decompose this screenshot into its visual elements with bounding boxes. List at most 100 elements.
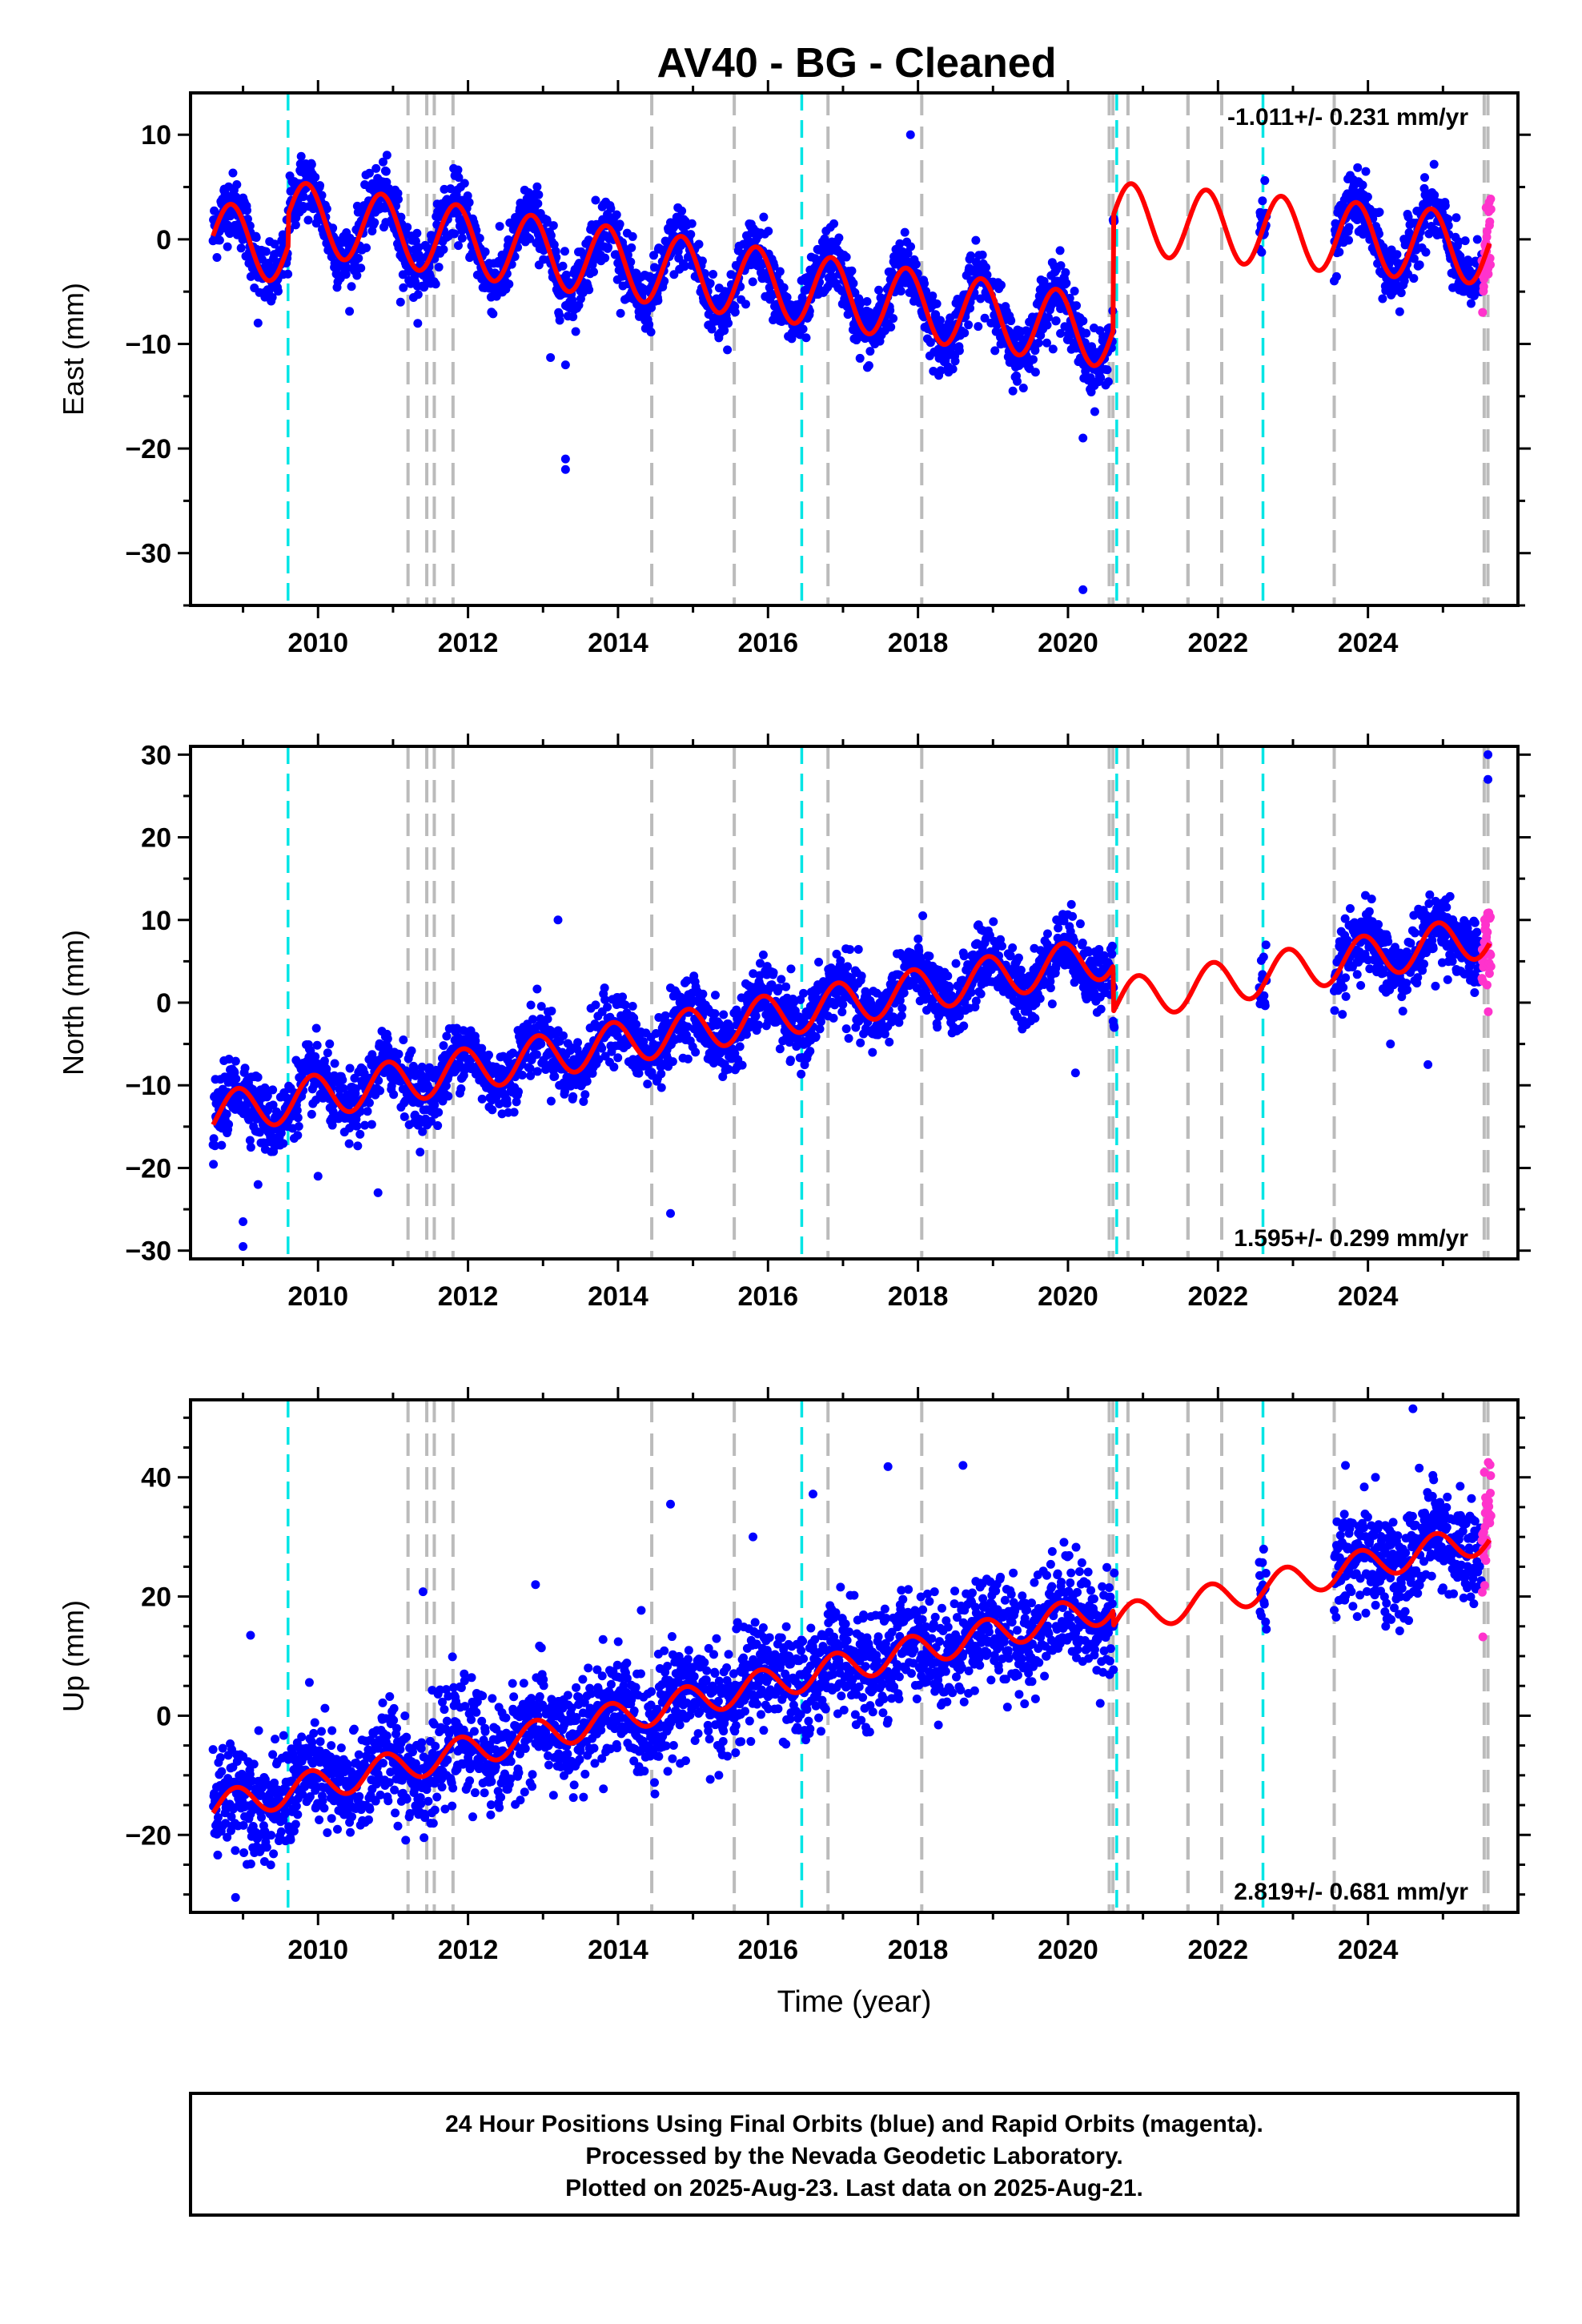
final-orbit-point — [453, 165, 463, 175]
final-orbit-point — [414, 243, 424, 252]
outlier-point — [396, 297, 405, 307]
final-orbit-point — [454, 173, 464, 183]
final-orbit-point — [270, 239, 279, 249]
final-orbit-point — [434, 263, 444, 272]
final-orbit-point — [989, 917, 998, 927]
x-tick-label: 2020 — [1038, 628, 1098, 658]
final-orbit-point — [431, 279, 440, 289]
final-orbit-point — [1344, 223, 1354, 232]
final-orbit-point — [293, 1131, 303, 1140]
final-orbit-point — [677, 206, 687, 215]
final-orbit-point — [345, 307, 355, 316]
final-orbit-point — [1030, 346, 1040, 356]
final-orbit-point — [525, 234, 535, 243]
final-orbit-point — [484, 1050, 493, 1059]
final-orbit-point — [775, 267, 785, 276]
final-orbit-point — [582, 1076, 592, 1086]
final-orbit-point — [724, 319, 733, 328]
final-orbit-point — [591, 195, 600, 205]
final-orbit-point — [353, 1141, 363, 1151]
final-orbit-point — [1258, 196, 1267, 206]
final-orbit-point — [464, 198, 474, 207]
final-orbit-point — [1042, 320, 1052, 330]
final-orbit-point — [328, 223, 338, 233]
final-orbit-point — [694, 239, 704, 249]
final-orbit-point — [811, 1032, 821, 1042]
final-orbit-point — [856, 1038, 865, 1047]
final-orbit-point — [311, 1023, 321, 1033]
final-orbit-point — [215, 235, 224, 245]
rapid-orbit-point — [1478, 308, 1488, 317]
final-orbit-point — [344, 1139, 354, 1148]
final-orbit-point — [759, 212, 769, 222]
final-orbit-point — [751, 1011, 761, 1021]
final-orbit-point — [628, 1001, 637, 1011]
final-orbit-point — [775, 1044, 785, 1054]
final-orbit-point — [777, 975, 786, 984]
final-orbit-point — [1048, 344, 1058, 354]
final-orbit-point — [416, 1148, 425, 1157]
final-orbit-point — [299, 192, 308, 202]
final-orbit-point — [413, 319, 423, 328]
final-orbit-point — [874, 285, 884, 295]
final-orbit-point — [1102, 365, 1112, 375]
final-orbit-point — [363, 1107, 372, 1116]
final-orbit-point — [231, 1056, 240, 1066]
final-orbit-point — [1472, 235, 1482, 244]
final-orbit-point — [933, 1023, 942, 1032]
final-orbit-point — [1055, 246, 1065, 255]
final-orbit-point — [382, 151, 391, 160]
final-orbit-point — [261, 247, 271, 256]
final-orbit-point — [829, 219, 839, 228]
final-orbit-point — [444, 1092, 453, 1101]
final-orbit-point — [291, 220, 300, 230]
final-orbit-point — [1335, 247, 1344, 257]
outlier-point — [560, 464, 570, 474]
final-orbit-point — [785, 1055, 795, 1065]
final-orbit-point — [560, 247, 569, 256]
data-points — [208, 750, 1496, 1252]
final-orbit-point — [231, 1074, 241, 1084]
final-orbit-point — [1016, 965, 1026, 975]
final-orbit-point — [450, 229, 460, 239]
final-orbit-point — [1392, 250, 1402, 259]
final-orbit-point — [932, 299, 942, 308]
final-orbit-point — [396, 212, 406, 222]
final-orbit-point — [1331, 271, 1341, 281]
final-orbit-point — [1062, 279, 1071, 288]
final-orbit-point — [407, 1046, 416, 1055]
final-orbit-point — [843, 962, 853, 971]
final-orbit-point — [312, 1040, 322, 1050]
final-orbit-point — [442, 1031, 452, 1041]
final-orbit-point — [656, 1069, 666, 1079]
final-orbit-point — [1420, 173, 1430, 183]
final-orbit-point — [816, 1017, 825, 1027]
final-orbit-point — [609, 1062, 619, 1072]
final-orbit-point — [597, 1043, 607, 1053]
final-orbit-point — [273, 287, 283, 296]
x-tick-label: 2012 — [438, 628, 499, 658]
final-orbit-point — [460, 179, 469, 188]
final-orbit-point — [737, 1060, 747, 1070]
final-orbit-point — [413, 290, 423, 300]
final-orbit-point — [223, 242, 232, 251]
outlier-point — [1056, 328, 1066, 338]
rapid-orbit-point — [1486, 260, 1496, 270]
final-orbit-point — [1035, 994, 1045, 1003]
final-orbit-point — [1260, 175, 1270, 185]
final-orbit-point — [236, 243, 246, 253]
final-orbit-point — [352, 271, 362, 280]
final-orbit-point — [838, 999, 848, 1009]
final-orbit-point — [814, 957, 824, 967]
final-orbit-point — [928, 291, 938, 300]
final-orbit-point — [1078, 316, 1088, 326]
final-orbit-point — [453, 241, 463, 251]
final-orbit-point — [950, 356, 960, 366]
final-orbit-point — [325, 1039, 335, 1049]
final-orbit-point — [857, 971, 866, 981]
final-orbit-point — [862, 296, 872, 306]
final-orbit-point — [886, 322, 896, 332]
final-orbit-point — [1415, 260, 1424, 270]
final-orbit-point — [710, 991, 720, 1000]
final-orbit-point — [1008, 386, 1018, 396]
